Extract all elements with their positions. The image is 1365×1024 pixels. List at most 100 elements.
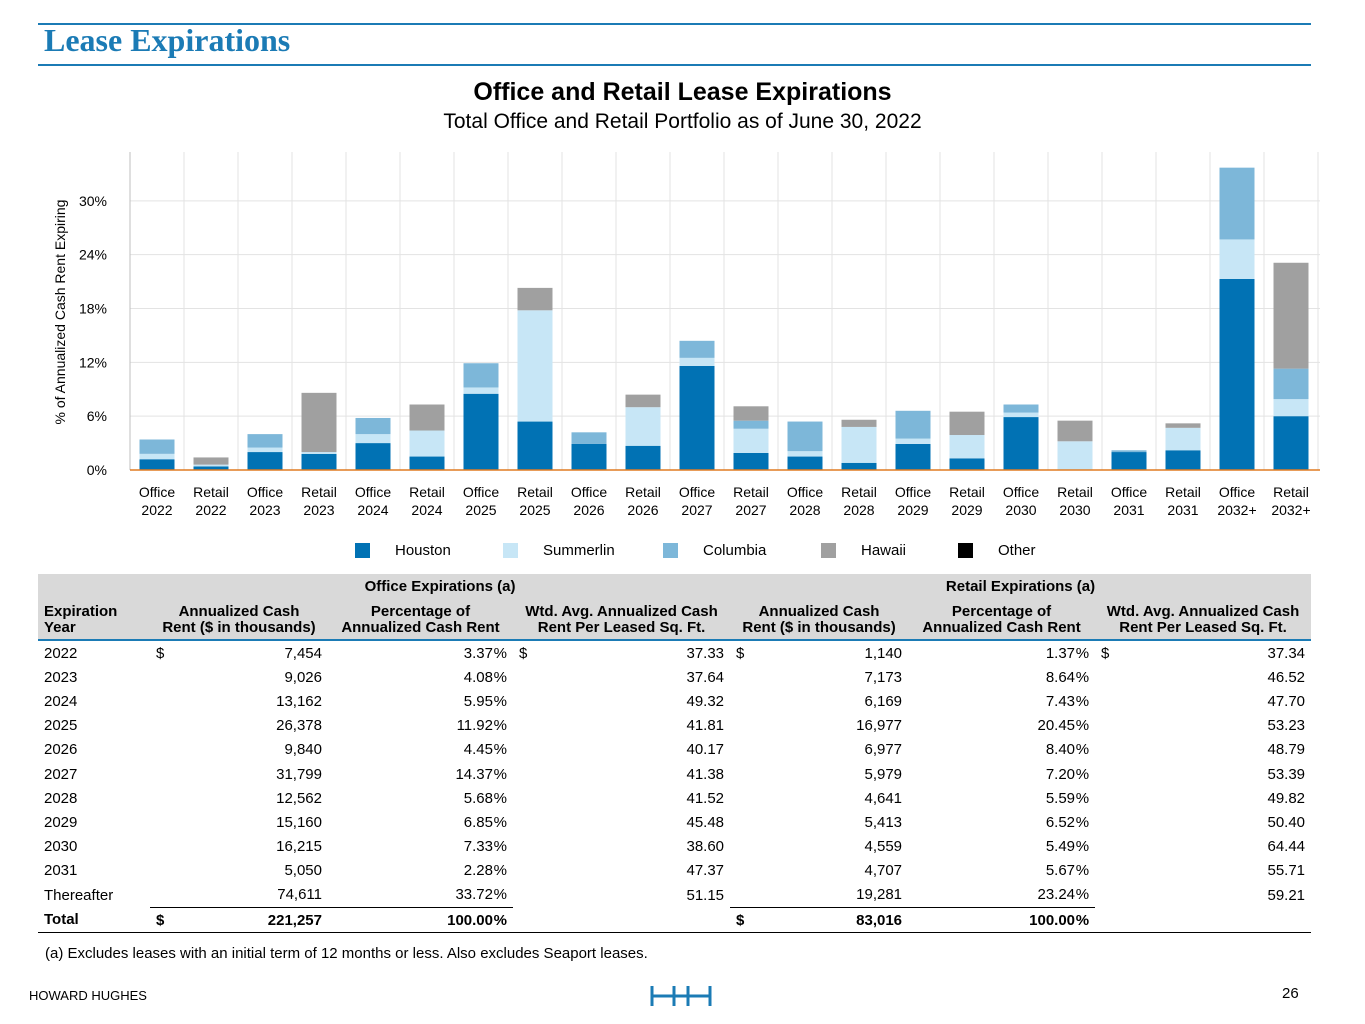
cell-year: 2029 — [44, 813, 78, 831]
cell-total-retail-wtd — [1095, 907, 1312, 934]
bar-summerlin-retail-2031 — [1165, 427, 1201, 451]
bar-houston-office-2029 — [895, 443, 931, 470]
bar-summerlin-retail-2026 — [625, 407, 661, 446]
bar-houston-office-2032+ — [1219, 278, 1255, 470]
cell-year: 2027 — [44, 765, 78, 783]
cell-retail-wtd: $37.34 — [1101, 644, 1306, 662]
legend-item-hawaii: Hawaii — [821, 542, 906, 559]
bar-hawaii-retail-2030 — [1057, 420, 1093, 442]
table-group-header-row: Office Expirations (a) Retail Expiration… — [38, 574, 1312, 598]
bar-summerlin-office-2029 — [895, 438, 931, 444]
cell-retail-wtd: 50.40 — [1267, 813, 1306, 831]
bar-columbia-office-2022 — [139, 439, 175, 454]
x-tick-label: Office 2031 — [1111, 484, 1148, 518]
x-tick-label: Retail 2032+ — [1271, 484, 1310, 518]
x-tick-label: Office 2026 — [571, 484, 608, 518]
table-row: 2030 16,215 7.33% 38.60 4,559 5.49% 64.44 — [38, 835, 1311, 859]
cell-office-pct: 7.33% — [463, 838, 507, 856]
cell-office-rent: 5,050 — [284, 862, 322, 880]
bar-houston-retail-2027 — [733, 452, 769, 470]
cell-retail-pct: 7.20% — [1045, 765, 1090, 783]
x-tick-label: Retail 2028 — [841, 484, 877, 518]
table-column-header-row: Expiration Year Annualized Cash Rent ($ in… — [38, 598, 1312, 641]
legend-label: Hawaii — [861, 542, 907, 559]
table-row: Thereafter 74,611 33.72% 51.15 19,281 23.24% 5… — [38, 883, 1311, 908]
cell-office-wtd: 38.60 — [686, 838, 725, 856]
x-tick-label: Office 2022 — [139, 484, 176, 518]
top-rule — [38, 23, 1311, 25]
legend-swatch — [663, 543, 678, 558]
bar-summerlin-office-2024 — [355, 434, 391, 444]
cell-office-pct: 6.85% — [463, 813, 507, 831]
cell-office-rent: 9,026 — [284, 668, 322, 686]
cell-retail-rent: 19,281 — [856, 886, 903, 904]
bar-houston-office-2024 — [355, 443, 391, 470]
bar-summerlin-office-2028 — [787, 451, 823, 457]
cell-office-wtd: 40.17 — [686, 741, 725, 759]
cell-office-pct: 4.45% — [463, 741, 507, 759]
cell-retail-pct: 6.52% — [1045, 813, 1090, 831]
bar-houston-retail-2031 — [1165, 450, 1201, 470]
bar-columbia-office-2027 — [679, 340, 715, 358]
cell-office-wtd: 37.64 — [686, 668, 725, 686]
cell-year: Thereafter — [44, 886, 114, 904]
cell-year: 2022 — [44, 644, 78, 662]
x-tick-label: Retail 2026 — [625, 484, 661, 518]
y-tick-label: 0% — [87, 462, 107, 478]
col-header-retail-pct: Percentage of Annualized Cash Rent — [908, 598, 1096, 641]
bar-columbia-office-2029 — [895, 410, 931, 439]
legend-item-other: Other — [958, 542, 1036, 559]
x-tick-label: Retail 2025 — [517, 484, 553, 518]
office-group-header: Office Expirations (a) — [364, 577, 516, 595]
table-row: 2031 5,050 2.28% 47.37 4,707 5.67% 55.71 — [38, 859, 1311, 883]
bar-summerlin-office-2022 — [139, 453, 175, 460]
cell-year: 2028 — [44, 789, 78, 807]
legend-label: Other — [998, 542, 1036, 559]
y-axis-title: % of Annualized Cash Rent Expiring — [52, 200, 68, 425]
legend-item-summerlin: Summerlin — [503, 542, 615, 559]
y-tick-label: 30% — [79, 193, 107, 209]
bar-summerlin-retail-2023 — [301, 452, 337, 454]
cell-retail-wtd: 49.82 — [1267, 789, 1306, 807]
col-header-office-rent: Annualized Cash Rent ($ in thousands) — [150, 598, 328, 641]
cell-office-rent: 9,840 — [284, 741, 322, 759]
y-tick-label: 18% — [79, 301, 107, 317]
bar-summerlin-retail-2030 — [1057, 441, 1093, 470]
bar-houston-office-2026 — [571, 443, 607, 470]
cell-office-pct: 5.68% — [463, 789, 507, 807]
cell-retail-pct: 5.59% — [1045, 789, 1090, 807]
cell-retail-rent: 4,559 — [864, 838, 903, 856]
chart-title: Office and Retail Lease Expirations — [473, 78, 892, 106]
x-tick-label: Office 2023 — [247, 484, 284, 518]
cell-retail-wtd: 64.44 — [1267, 838, 1306, 856]
chart-subtitle: Total Office and Retail Portfolio as of … — [443, 110, 922, 133]
cell-retail-pct: 23.24% — [1037, 886, 1090, 904]
chart-labels: 0% 6% 12% 18% 24% 30% Office 2022 Retail 2022 Offi… — [52, 193, 1311, 518]
bar-houston-retail-2024 — [409, 456, 445, 470]
cell-office-wtd: $37.33 — [519, 644, 725, 662]
lease-expiration-table: Office Expirations (a) Retail Expiration… — [38, 574, 1312, 934]
table-row: 2029 15,160 6.85% 45.48 5,413 6.52% 50.40 — [38, 810, 1311, 834]
table-row: 2022 $7,454 3.37% $37.33 $1,140 1.37% $37.34 — [38, 640, 1311, 665]
cell-office-wtd: 45.48 — [686, 813, 725, 831]
cell-retail-rent: 6,169 — [864, 692, 903, 710]
bar-summerlin-retail-2027 — [733, 428, 769, 453]
cell-office-rent: 15,160 — [276, 813, 322, 831]
col-header-office-pct: Percentage of Annualized Cash Rent — [328, 598, 513, 641]
y-tick-label: 12% — [79, 354, 107, 370]
cell-office-pct: 11.92% — [456, 717, 507, 735]
cell-total-office-rent: $221,257 — [150, 907, 328, 934]
cell-retail-rent: 16,977 — [856, 717, 903, 735]
cell-year: 2026 — [44, 741, 78, 759]
x-tick-label: Retail 2031 — [1165, 484, 1201, 518]
legend-swatch — [503, 543, 518, 558]
bar-houston-retail-2029 — [949, 458, 985, 470]
legend-item-houston: Houston — [355, 542, 451, 559]
cell-retail-wtd: 47.70 — [1267, 692, 1306, 710]
stacked-bar-chart: 0% 6% 12% 18% 24% 30% Office 2022 Retail 2022 Offi… — [52, 152, 1320, 518]
cell-total-retail-rent: $83,016 — [730, 907, 909, 934]
bar-hawaii-retail-2032+ — [1273, 262, 1309, 369]
bar-hawaii-retail-2027 — [733, 406, 769, 421]
bar-houston-retail-2026 — [625, 445, 661, 470]
page-title: Lease Expirations — [44, 22, 291, 58]
